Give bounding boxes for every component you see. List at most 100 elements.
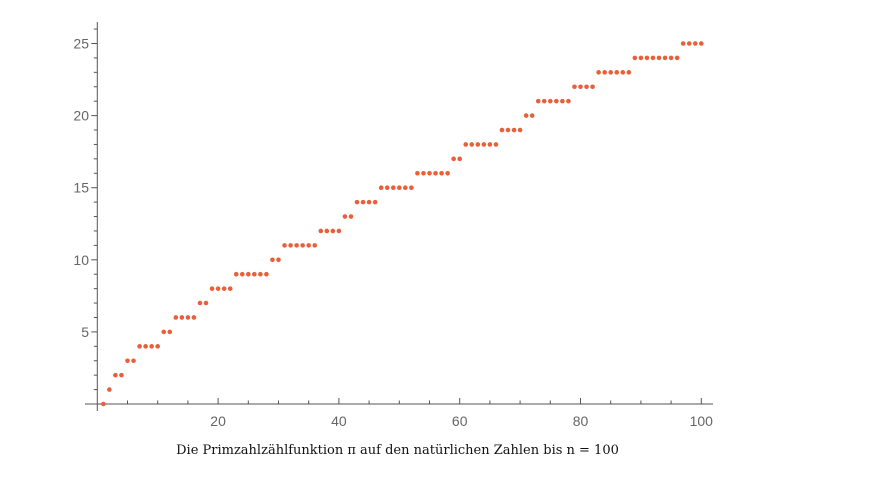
data-point bbox=[366, 199, 372, 205]
data-point bbox=[566, 98, 571, 104]
data-point bbox=[161, 329, 167, 335]
data-point bbox=[662, 55, 668, 61]
data-point bbox=[590, 84, 595, 90]
data-point bbox=[523, 113, 529, 118]
x-tick-label: 80 bbox=[573, 413, 589, 429]
data-point bbox=[572, 84, 577, 90]
data-point bbox=[475, 142, 481, 147]
data-point bbox=[197, 300, 203, 306]
data-point bbox=[481, 142, 487, 147]
data-point bbox=[680, 41, 686, 46]
data-point bbox=[221, 286, 227, 291]
data-point bbox=[372, 199, 378, 205]
data-point bbox=[155, 344, 160, 349]
chart-caption: Die Primzahlzählfunktion π auf den natür… bbox=[176, 443, 619, 458]
data-point bbox=[378, 185, 384, 190]
x-tick-label: 20 bbox=[210, 413, 226, 429]
data-point bbox=[397, 185, 402, 190]
data-point bbox=[632, 55, 638, 61]
data-point bbox=[246, 271, 251, 277]
data-point bbox=[656, 55, 662, 61]
data-point bbox=[415, 170, 420, 176]
data-point bbox=[409, 185, 414, 190]
data-point bbox=[433, 170, 438, 176]
data-point bbox=[294, 243, 299, 248]
data-point bbox=[451, 156, 456, 162]
y-tick-label: 25 bbox=[73, 36, 89, 52]
x-tick-label: 60 bbox=[452, 413, 468, 429]
data-point bbox=[276, 257, 281, 263]
data-point bbox=[554, 98, 559, 104]
data-point bbox=[215, 286, 221, 291]
data-point bbox=[505, 127, 511, 133]
data-point bbox=[149, 344, 154, 349]
data-point bbox=[535, 98, 541, 104]
data-point bbox=[578, 84, 583, 90]
data-point bbox=[699, 41, 704, 46]
data-point bbox=[107, 387, 112, 392]
y-tick-label: 20 bbox=[73, 108, 89, 124]
data-point bbox=[511, 127, 517, 133]
data-point bbox=[173, 315, 179, 320]
data-point bbox=[336, 228, 342, 234]
data-point bbox=[252, 271, 257, 277]
data-point bbox=[203, 300, 209, 306]
data-point bbox=[439, 170, 444, 176]
data-point bbox=[239, 271, 245, 277]
data-point bbox=[529, 113, 535, 118]
data-point bbox=[457, 156, 463, 162]
data-point bbox=[403, 185, 408, 190]
data-point bbox=[143, 344, 148, 349]
data-point bbox=[282, 243, 287, 248]
data-point bbox=[125, 358, 130, 364]
data-point bbox=[300, 243, 305, 248]
y-tick-label: 15 bbox=[73, 180, 89, 196]
data-point bbox=[493, 142, 499, 147]
data-point bbox=[686, 41, 692, 46]
data-point bbox=[548, 98, 553, 104]
data-point bbox=[227, 286, 233, 291]
data-point bbox=[541, 98, 547, 104]
data-point bbox=[318, 228, 324, 234]
data-point bbox=[324, 228, 330, 234]
data-point bbox=[560, 98, 565, 104]
data-point bbox=[258, 271, 263, 277]
data-point bbox=[427, 170, 432, 176]
data-point bbox=[596, 70, 601, 75]
data-point bbox=[185, 315, 191, 320]
data-point bbox=[650, 55, 656, 61]
data-point bbox=[499, 127, 505, 133]
x-tick-label: 40 bbox=[331, 413, 347, 429]
data-point bbox=[113, 372, 118, 378]
data-point bbox=[384, 185, 390, 190]
data-point bbox=[692, 41, 698, 46]
data-point bbox=[644, 55, 650, 61]
data-point bbox=[584, 84, 589, 90]
data-point bbox=[191, 315, 197, 320]
data-point bbox=[348, 214, 354, 219]
data-point bbox=[306, 243, 312, 248]
data-point bbox=[626, 70, 632, 75]
data-point bbox=[342, 214, 348, 219]
data-point bbox=[209, 286, 215, 291]
data-point bbox=[167, 329, 173, 335]
data-point bbox=[270, 257, 275, 263]
data-point bbox=[360, 199, 366, 205]
data-point bbox=[233, 271, 239, 277]
data-point bbox=[517, 127, 523, 133]
data-point bbox=[354, 199, 360, 205]
data-point bbox=[487, 142, 493, 147]
data-point bbox=[312, 243, 318, 248]
data-point bbox=[469, 142, 475, 147]
data-point bbox=[179, 315, 185, 320]
y-tick-label: 5 bbox=[81, 324, 89, 340]
data-point bbox=[330, 228, 336, 234]
data-point bbox=[638, 55, 644, 61]
data-point bbox=[119, 372, 124, 378]
data-point bbox=[668, 55, 674, 61]
data-point bbox=[421, 170, 426, 176]
x-tick-label: 100 bbox=[690, 413, 714, 429]
data-point bbox=[463, 142, 469, 147]
data-point bbox=[137, 344, 142, 349]
